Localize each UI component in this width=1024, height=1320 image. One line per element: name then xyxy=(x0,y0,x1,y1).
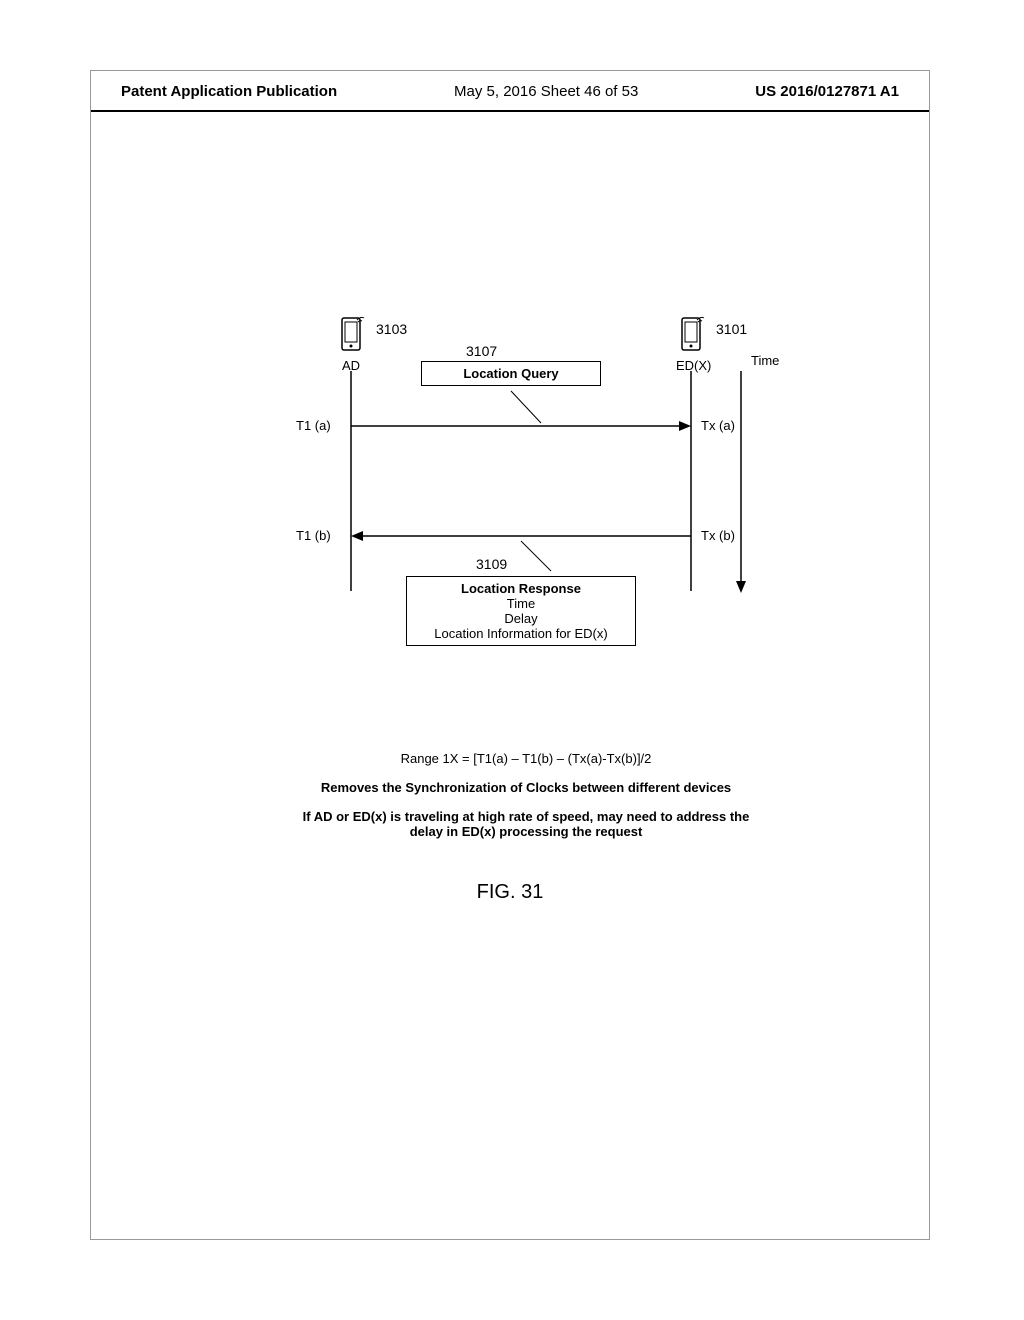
location-response-line2: Delay xyxy=(415,611,627,626)
notes-block: Range 1X = [T1(a) – T1(b) – (Tx(a)-Tx(b)… xyxy=(291,751,761,853)
header-publication: Patent Application Publication xyxy=(121,83,337,100)
phone-icon xyxy=(337,316,365,356)
header-docnum: US 2016/0127871 A1 xyxy=(755,83,899,100)
note-sync: Removes the Synchronization of Clocks be… xyxy=(291,780,761,795)
location-response-line1: Time xyxy=(415,596,627,611)
label-t1a: T1 (a) xyxy=(296,418,331,433)
location-response-box: Location Response Time Delay Location In… xyxy=(406,576,636,646)
page-frame: Patent Application Publication May 5, 20… xyxy=(90,70,930,1240)
note-speed: If AD or ED(x) is traveling at high rate… xyxy=(291,809,761,839)
page-header: Patent Application Publication May 5, 20… xyxy=(91,83,929,112)
location-response-line3: Location Information for ED(x) xyxy=(415,626,627,641)
ref-3103: 3103 xyxy=(376,321,407,337)
label-t1b: T1 (b) xyxy=(296,528,331,543)
ref-3109: 3109 xyxy=(476,556,507,572)
location-response-title: Location Response xyxy=(415,581,627,596)
label-txb: Tx (b) xyxy=(701,528,735,543)
ref-3101: 3101 xyxy=(716,321,747,337)
header-sheet: May 5, 2016 Sheet 46 of 53 xyxy=(454,83,638,100)
figure-label: FIG. 31 xyxy=(91,881,929,904)
ref-3107: 3107 xyxy=(466,343,497,359)
sequence-diagram: AD 3103 ED(X) 3101 Time xyxy=(221,361,801,721)
label-txa: Tx (a) xyxy=(701,418,735,433)
phone-icon xyxy=(677,316,705,356)
location-query-title: Location Query xyxy=(430,366,592,381)
range-formula: Range 1X = [T1(a) – T1(b) – (Tx(a)-Tx(b)… xyxy=(291,751,761,766)
location-query-box: Location Query xyxy=(421,361,601,386)
